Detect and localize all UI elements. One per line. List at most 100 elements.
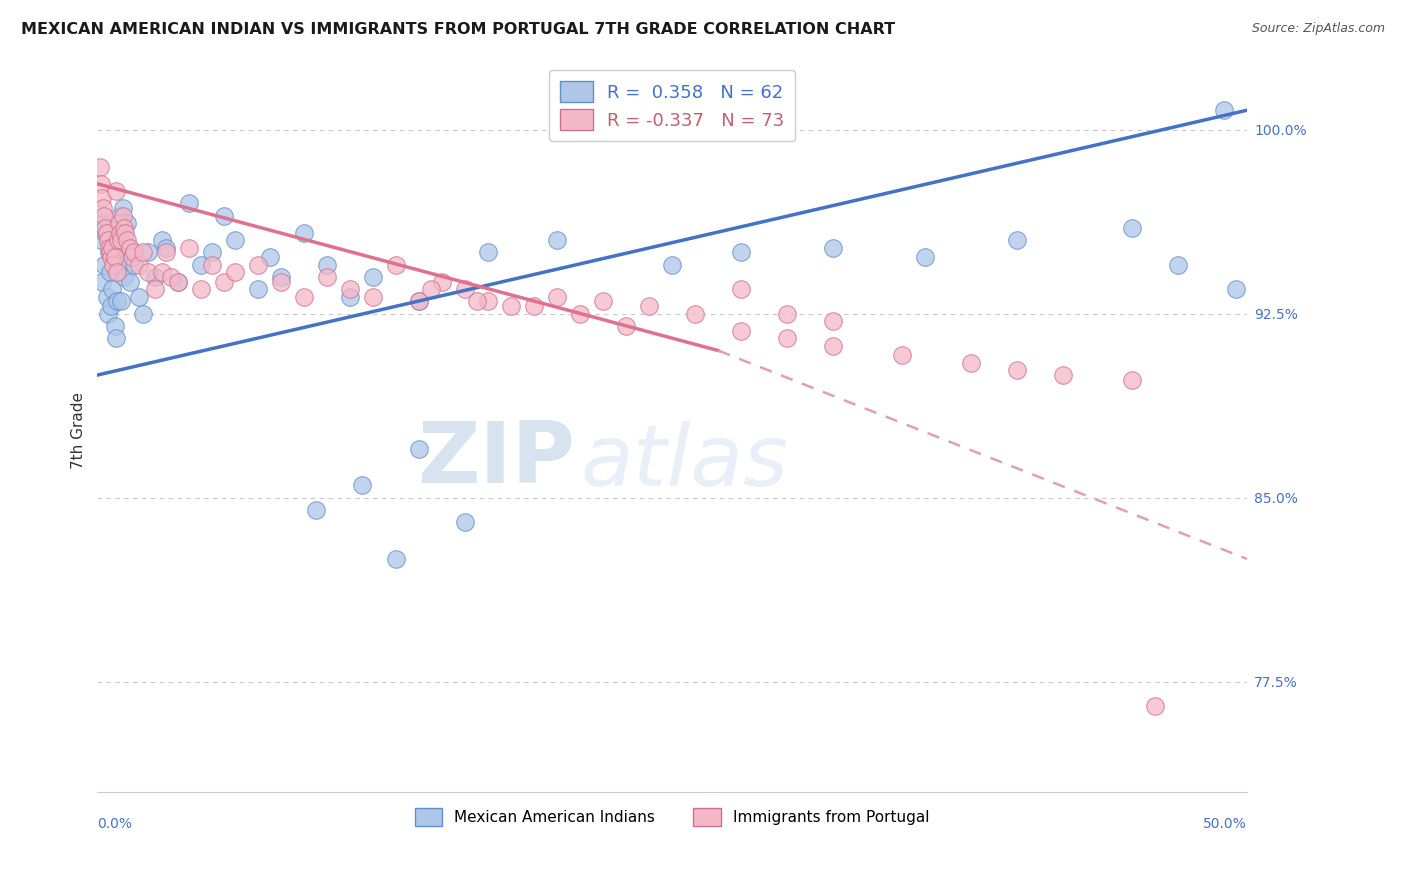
Point	[1213, 103, 1236, 118]
Point	[1005, 363, 1028, 377]
Point	[776, 331, 799, 345]
Point	[259, 251, 281, 265]
Point	[292, 289, 315, 303]
Legend: Mexican American Indians, Immigrants from Portugal: Mexican American Indians, Immigrants fro…	[405, 799, 939, 835]
Point	[150, 233, 173, 247]
Point	[730, 282, 752, 296]
Point	[89, 160, 111, 174]
Point	[385, 552, 408, 566]
Point	[179, 241, 201, 255]
Point	[132, 307, 155, 321]
Point	[104, 331, 127, 345]
Point	[93, 209, 115, 223]
Point	[96, 226, 118, 240]
Point	[121, 245, 143, 260]
Point	[107, 241, 129, 255]
Point	[108, 258, 131, 272]
Point	[117, 233, 139, 247]
Point	[100, 251, 122, 265]
Point	[823, 338, 845, 352]
Text: atlas: atlas	[581, 421, 789, 504]
Point	[105, 294, 128, 309]
Text: MEXICAN AMERICAN INDIAN VS IMMIGRANTS FROM PORTUGAL 7TH GRADE CORRELATION CHART: MEXICAN AMERICAN INDIAN VS IMMIGRANTS FR…	[21, 22, 896, 37]
Point	[960, 356, 983, 370]
Point	[432, 275, 454, 289]
Point	[408, 294, 430, 309]
Point	[224, 265, 246, 279]
Point	[160, 270, 183, 285]
Point	[91, 202, 114, 216]
Point	[97, 307, 120, 321]
Point	[1144, 699, 1167, 714]
Point	[614, 318, 637, 333]
Point	[501, 299, 523, 313]
Point	[1052, 368, 1074, 382]
Point	[90, 177, 112, 191]
Point	[190, 258, 212, 272]
Point	[107, 233, 129, 247]
Point	[477, 245, 499, 260]
Point	[190, 282, 212, 296]
Point	[408, 442, 430, 456]
Point	[914, 251, 936, 265]
Point	[155, 245, 177, 260]
Point	[465, 294, 488, 309]
Point	[408, 294, 430, 309]
Point	[98, 245, 121, 260]
Point	[110, 233, 132, 247]
Text: Source: ZipAtlas.com: Source: ZipAtlas.com	[1251, 22, 1385, 36]
Text: 50.0%: 50.0%	[1204, 817, 1247, 831]
Point	[305, 503, 328, 517]
Point	[823, 314, 845, 328]
Point	[523, 299, 546, 313]
Point	[546, 233, 568, 247]
Point	[100, 299, 122, 313]
Point	[569, 307, 592, 321]
Point	[361, 270, 384, 285]
Point	[105, 265, 128, 279]
Point	[477, 294, 499, 309]
Point	[224, 233, 246, 247]
Point	[385, 258, 408, 272]
Point	[108, 216, 131, 230]
Point	[454, 515, 477, 529]
Point	[454, 282, 477, 296]
Point	[91, 216, 114, 230]
Point	[110, 294, 132, 309]
Point	[201, 245, 224, 260]
Point	[96, 289, 118, 303]
Text: 0.0%: 0.0%	[97, 817, 132, 831]
Point	[155, 241, 177, 255]
Point	[201, 258, 224, 272]
Point	[97, 233, 120, 247]
Point	[94, 226, 117, 240]
Point	[103, 251, 125, 265]
Point	[179, 196, 201, 211]
Point	[122, 258, 145, 272]
Point	[128, 258, 150, 272]
Point	[132, 245, 155, 260]
Point	[166, 275, 188, 289]
Point	[730, 245, 752, 260]
Point	[97, 241, 120, 255]
Point	[104, 251, 127, 265]
Point	[823, 241, 845, 255]
Point	[1121, 221, 1143, 235]
Point	[592, 294, 614, 309]
Point	[150, 265, 173, 279]
Point	[110, 226, 132, 240]
Point	[114, 226, 136, 240]
Point	[419, 282, 441, 296]
Point	[350, 478, 373, 492]
Point	[1005, 233, 1028, 247]
Point	[247, 282, 270, 296]
Point	[111, 209, 134, 223]
Point	[212, 275, 235, 289]
Point	[730, 324, 752, 338]
Point	[270, 270, 292, 285]
Point	[104, 184, 127, 198]
Point	[94, 221, 117, 235]
Point	[638, 299, 661, 313]
Point	[91, 275, 114, 289]
Point	[101, 241, 124, 255]
